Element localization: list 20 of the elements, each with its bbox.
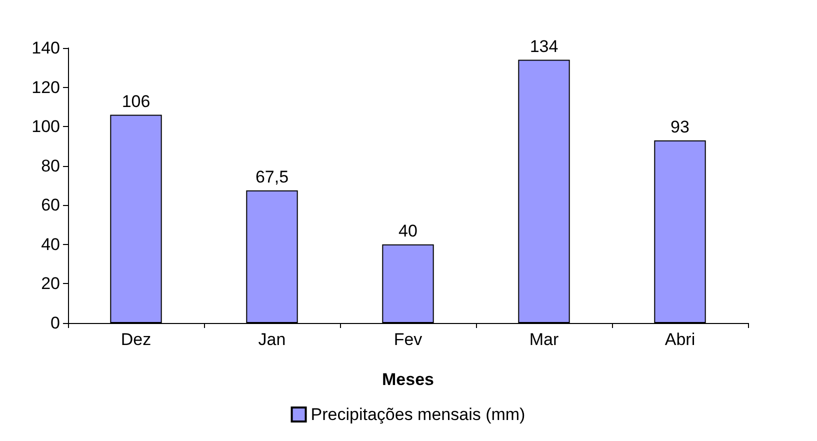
data-label: 67,5	[255, 167, 289, 186]
data-label: 93	[670, 117, 690, 136]
data-label: 40	[398, 221, 418, 240]
x-tick-label: Mar	[529, 330, 559, 349]
x-axis-title: Meses	[382, 370, 434, 389]
data-label: 134	[530, 36, 558, 56]
y-tick-label: 140	[32, 38, 60, 58]
x-tick-label: Abri	[664, 330, 696, 349]
y-tick-label: 80	[41, 156, 60, 176]
data-label: 106	[122, 92, 150, 111]
y-tick-label: 40	[41, 234, 60, 254]
y-tick-label: 100	[32, 117, 60, 136]
x-tick-label: Jan	[258, 330, 286, 349]
y-tick-label: 60	[41, 196, 60, 215]
y-tick-label: 120	[32, 78, 60, 97]
y-tick-label: 20	[41, 274, 60, 294]
x-tick-label: Dez	[120, 330, 152, 349]
y-tick-label: 0	[50, 314, 60, 332]
x-tick-label: Fev	[394, 330, 423, 349]
legend-label: Precipitações mensais (mm)	[310, 405, 526, 424]
